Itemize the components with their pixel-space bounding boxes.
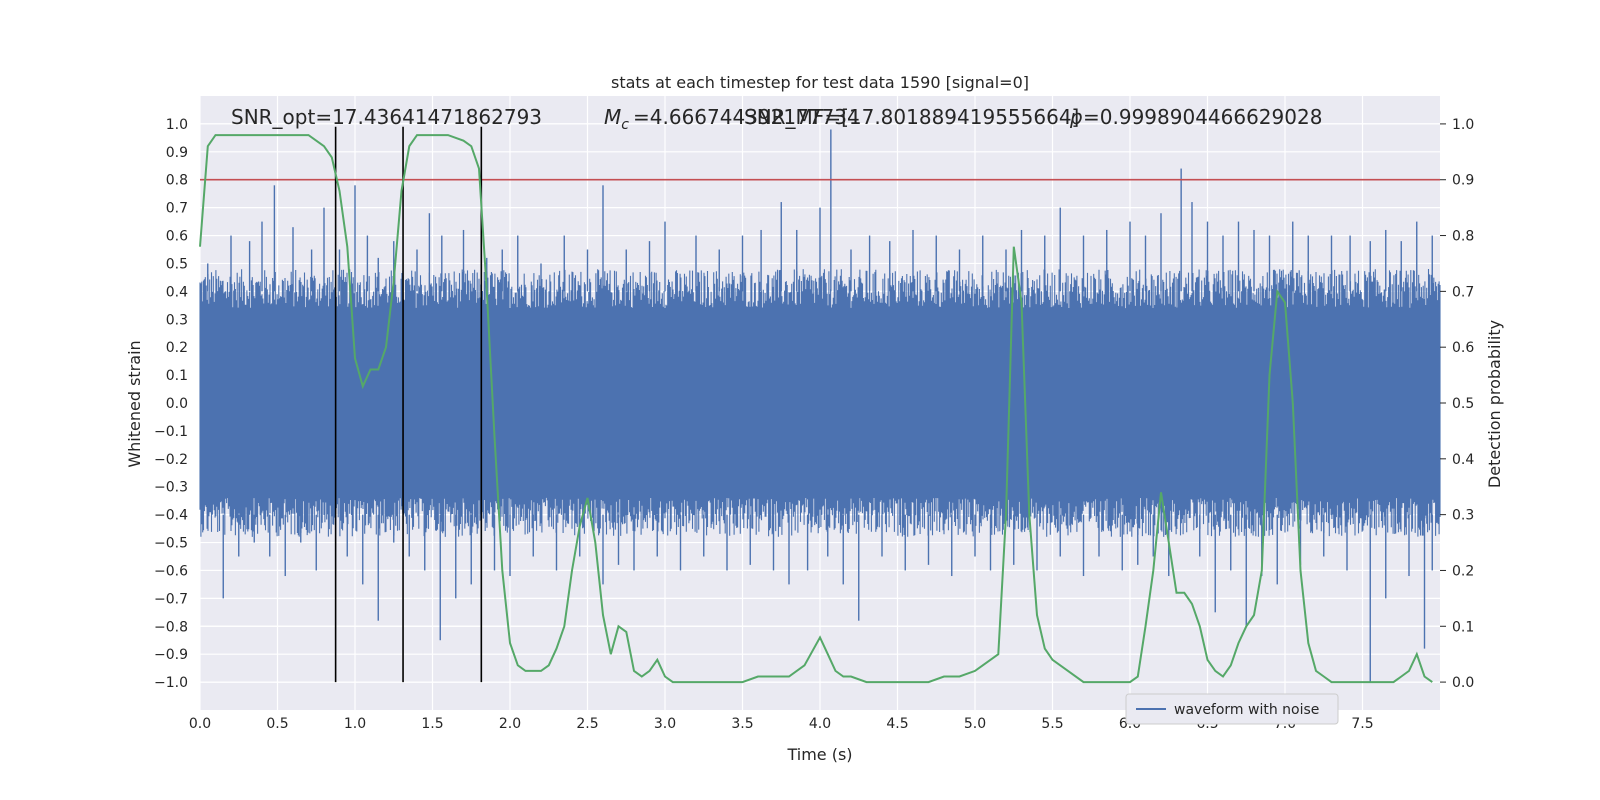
chart-title: stats at each timestep for test data 159… <box>611 73 1029 92</box>
y-tick-label: −0.1 <box>154 424 188 440</box>
y-tick-label: 0.6 <box>166 229 188 245</box>
y-tick-label: −0.2 <box>154 452 188 468</box>
y2-tick-label: 0.1 <box>1452 619 1474 635</box>
y2-tick-labels: 1.0 0.9 0.8 0.7 0.6 0.5 0.4 0.3 0.2 0.1 0.0 <box>1440 117 1474 691</box>
annotation-snr-mf: SNR_MF=[17.801889419555664] <box>744 105 1079 129</box>
y-tick-label: 0.9 <box>166 145 188 161</box>
y-tick-labels: 1.0 0.9 0.8 0.7 0.6 0.5 0.4 0.3 0.2 0.1 0.0 −0.1 −0.… <box>154 117 188 691</box>
x-tick-label: 1.5 <box>421 716 443 732</box>
x-tick-label: 3.5 <box>731 716 753 732</box>
y-tick-label: −0.9 <box>154 647 188 663</box>
waveform-series <box>199 129 1441 683</box>
annotation-snr-opt: SNR_opt=17.43641471862793 <box>231 105 542 129</box>
annotation-mc-symbol: Mc <box>604 105 629 133</box>
y-tick-label: −0.6 <box>154 563 188 579</box>
x-tick-label: 4.0 <box>809 716 831 732</box>
y-tick-label: 0.7 <box>166 201 188 217</box>
y-tick-label: −0.3 <box>154 480 188 496</box>
x-tick-label: 3.0 <box>654 716 676 732</box>
y-tick-label: −0.4 <box>154 508 188 524</box>
y2-tick-label: 0.9 <box>1452 173 1474 189</box>
x-tick-label: 0.5 <box>266 716 288 732</box>
y-tick-label: 0.8 <box>166 173 188 189</box>
y-tick-label: 0.4 <box>166 284 188 300</box>
y2-tick-label: 0.4 <box>1452 452 1474 468</box>
y2-axis-label: Detection probability <box>1485 320 1504 488</box>
y-axis-label: Whitened strain <box>125 340 144 467</box>
annotation-mc: =4.666744392177734 <box>633 105 860 129</box>
x-tick-label: 4.5 <box>886 716 908 732</box>
x-tick-label: 5.5 <box>1041 716 1063 732</box>
legend: waveform with noise <box>1125 693 1339 725</box>
y-tick-label: 0.2 <box>166 340 188 356</box>
x-tick-label: 1.0 <box>344 716 366 732</box>
y2-tick-label: 0.5 <box>1452 396 1474 412</box>
x-tick-label: 2.0 <box>499 716 521 732</box>
legend-label: waveform with noise <box>1174 702 1319 718</box>
waveform-noise <box>199 269 1441 537</box>
y2-tick-label: 0.7 <box>1452 284 1474 300</box>
y-tick-label: 0.5 <box>166 256 188 272</box>
x-tick-label: 5.0 <box>964 716 986 732</box>
y-tick-label: −0.8 <box>154 619 188 635</box>
x-tick-label: 2.5 <box>576 716 598 732</box>
y-tick-label: −0.5 <box>154 536 188 552</box>
y2-tick-label: 1.0 <box>1452 117 1474 133</box>
detection-probability-line <box>199 134 1433 684</box>
y-tick-label: 0.1 <box>166 368 188 384</box>
y-tick-label: 0.3 <box>166 312 188 328</box>
x-tick-label: 7.5 <box>1351 716 1373 732</box>
y2-tick-label: 0.2 <box>1452 563 1474 579</box>
y2-tick-label: 0.8 <box>1452 229 1474 245</box>
annotation-p-symbol: p <box>1069 105 1083 129</box>
y2-tick-label: 0.6 <box>1452 340 1474 356</box>
x-axis-label: Time (s) <box>786 745 852 764</box>
y2-tick-label: 0.3 <box>1452 508 1474 524</box>
x-tick-label: 0.0 <box>189 716 211 732</box>
y-tick-label: −0.7 <box>154 591 188 607</box>
y2-tick-label: 0.0 <box>1452 675 1474 691</box>
legend-box <box>1125 693 1339 725</box>
y-tick-label: −1.0 <box>154 675 188 691</box>
annotation-p: =0.9998904466629028 <box>1083 105 1322 129</box>
y-tick-label: 1.0 <box>166 117 188 133</box>
y-tick-label: 0.0 <box>166 396 188 412</box>
